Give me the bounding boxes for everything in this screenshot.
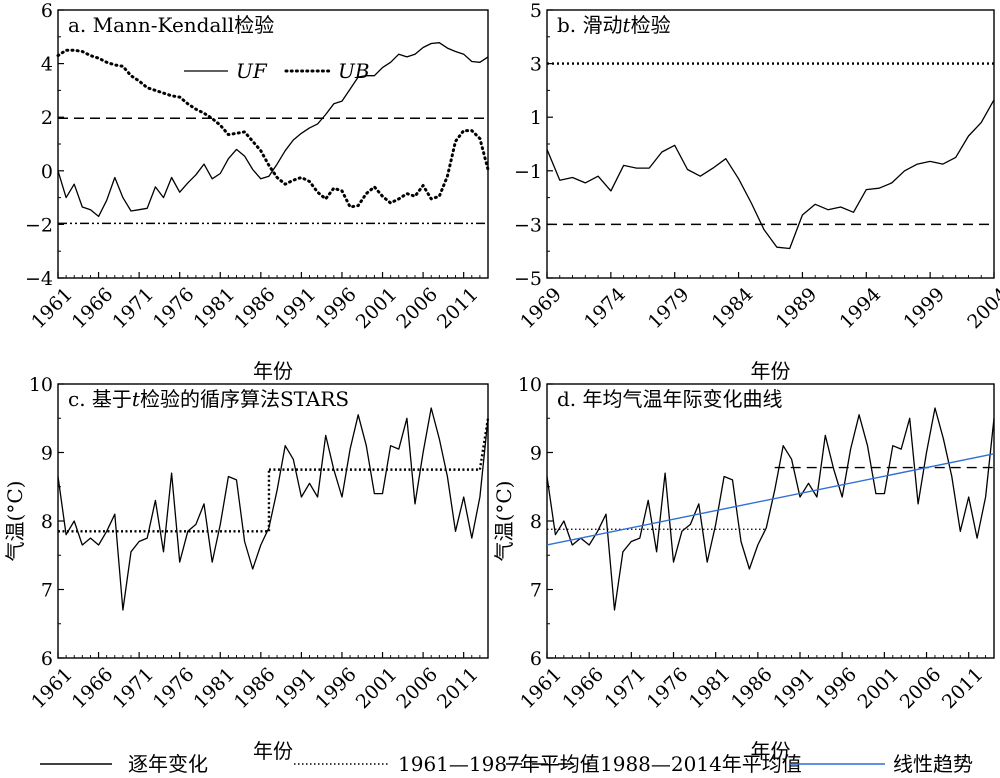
panel-title: a. Mann-Kendall检验 [68, 13, 274, 37]
y-tick-label: 6 [530, 648, 542, 670]
x-tick-label: 1991 [769, 663, 819, 713]
x-tick-label: 1976 [149, 283, 199, 333]
y-axis-label: 气温(°C) [492, 481, 516, 562]
panel-legend: UF UB [184, 59, 370, 83]
x-tick-label: 1994 [835, 283, 885, 333]
x-tick-label: 1976 [149, 663, 199, 713]
x-tick-label: 1961 [516, 663, 566, 713]
panel-c: 6789101961196619711976198119861991199620… [3, 374, 490, 763]
plot-frame [546, 383, 995, 659]
series-line-UB [56, 48, 490, 209]
x-tick-label: 1996 [311, 663, 361, 713]
y-tick-label: −2 [25, 214, 53, 236]
x-tick-label: 2006 [392, 283, 442, 333]
x-tick-label: 1996 [811, 663, 861, 713]
y-tick-label: 4 [41, 54, 53, 76]
series-line-UF [57, 42, 489, 218]
y-tick-label: 6 [41, 0, 53, 22]
y-tick-label: −3 [514, 214, 542, 236]
y-tick-label: 10 [518, 374, 542, 396]
panel-b: −5 −3 −1 1 3 5 1969 1974 1979 1984 1989 1994 1999 200… [514, 0, 1000, 383]
x-axis-label: 年份 [751, 359, 791, 383]
x-tick-label: 1969 [516, 283, 566, 333]
x-tick-label: 2001 [352, 663, 402, 713]
x-tick-label: 1976 [643, 663, 693, 713]
x-tick-label: 2011 [938, 663, 988, 713]
y-tick-label: 3 [530, 54, 542, 76]
x-tick-label: 1971 [108, 283, 158, 333]
x-tick-label: 1971 [108, 663, 158, 713]
x-tick-label: 2004 [963, 283, 1000, 333]
y-tick-label: 5 [530, 0, 542, 22]
panel-d: 6789101961196619711976198119861991199620… [492, 374, 995, 763]
x-tick-label: 1966 [68, 663, 118, 713]
x-axis-label: 年份 [253, 359, 293, 383]
x-axis-label: 年份 [751, 739, 791, 763]
y-tick-label: 8 [41, 511, 53, 533]
x-axis-label: 年份 [253, 739, 293, 763]
x-tick-label: 1974 [580, 283, 630, 333]
panel-a: −4 −2 0 2 4 6 19611966197119761981198619911996… [25, 0, 490, 383]
y-tick-label: 9 [41, 443, 53, 465]
y-tick-label: 1 [530, 107, 542, 129]
x-tick-label: 1991 [271, 663, 321, 713]
panel-title: d. 年均气温年际变化曲线 [557, 387, 783, 411]
y-tick-label: −1 [514, 161, 542, 183]
plot-frame [57, 9, 489, 279]
y-tick-label: −4 [25, 268, 53, 290]
plot-frame [57, 383, 489, 659]
x-tick-label: 1966 [68, 283, 118, 333]
panel-title: b. 滑动t检验 [557, 13, 671, 37]
y-tick-label: 0 [41, 161, 53, 183]
trend-line [546, 453, 995, 546]
y-tick-label: 7 [41, 580, 53, 602]
x-tick-label: 2006 [896, 663, 946, 713]
y-tick-label: 10 [29, 374, 53, 396]
y-tick-label: 2 [41, 107, 53, 129]
x-tick-label: 1966 [558, 663, 608, 713]
y-axis-label: 气温(°C) [3, 481, 27, 562]
legend-label: 逐年变化 [128, 752, 208, 776]
x-tick-label: 1999 [899, 283, 949, 333]
series-line-滑动t [546, 99, 995, 250]
x-tick-label: 1981 [685, 663, 735, 713]
y-tick-label: −5 [514, 268, 542, 290]
series-line-逐年变化 [546, 407, 995, 611]
x-tick-label: 1989 [772, 283, 822, 333]
y-tick-label: 6 [41, 648, 53, 670]
x-tick-label: 1981 [189, 663, 239, 713]
x-tick-label: 1986 [230, 283, 280, 333]
x-tick-label: 1961 [27, 663, 77, 713]
y-tick-label: 8 [530, 511, 542, 533]
y-tick-label: 7 [530, 580, 542, 602]
x-tick-label: 1979 [644, 283, 694, 333]
legend-label: 线性趋势 [893, 752, 973, 776]
x-tick-label: 1971 [601, 663, 651, 713]
x-tick-label: 2011 [433, 283, 483, 333]
x-tick-label: 1961 [27, 283, 77, 333]
x-tick-label: 2006 [392, 663, 442, 713]
x-tick-label: 1986 [727, 663, 777, 713]
x-tick-label: 1991 [271, 283, 321, 333]
x-tick-label: 2011 [433, 663, 483, 713]
x-tick-label: 1984 [708, 283, 758, 333]
panel-title: c. 基于t检验的循序算法STARS [68, 387, 349, 411]
x-tick-label: 2001 [352, 283, 402, 333]
series-line-逐年变化 [57, 407, 489, 611]
x-tick-label: 1986 [230, 663, 280, 713]
legend-label: 1988—2014年平均值 [600, 752, 802, 776]
legend-label: UF [236, 59, 268, 83]
x-tick-label: 1996 [311, 283, 361, 333]
legend-label: UB [338, 59, 370, 83]
x-tick-label: 2001 [854, 663, 904, 713]
x-tick-label: 1981 [189, 283, 239, 333]
y-tick-label: 9 [530, 443, 542, 465]
bottom-legend: 逐年变化 1961—1987年平均值 1988—2014年平均值 线性趋势 [40, 752, 973, 776]
